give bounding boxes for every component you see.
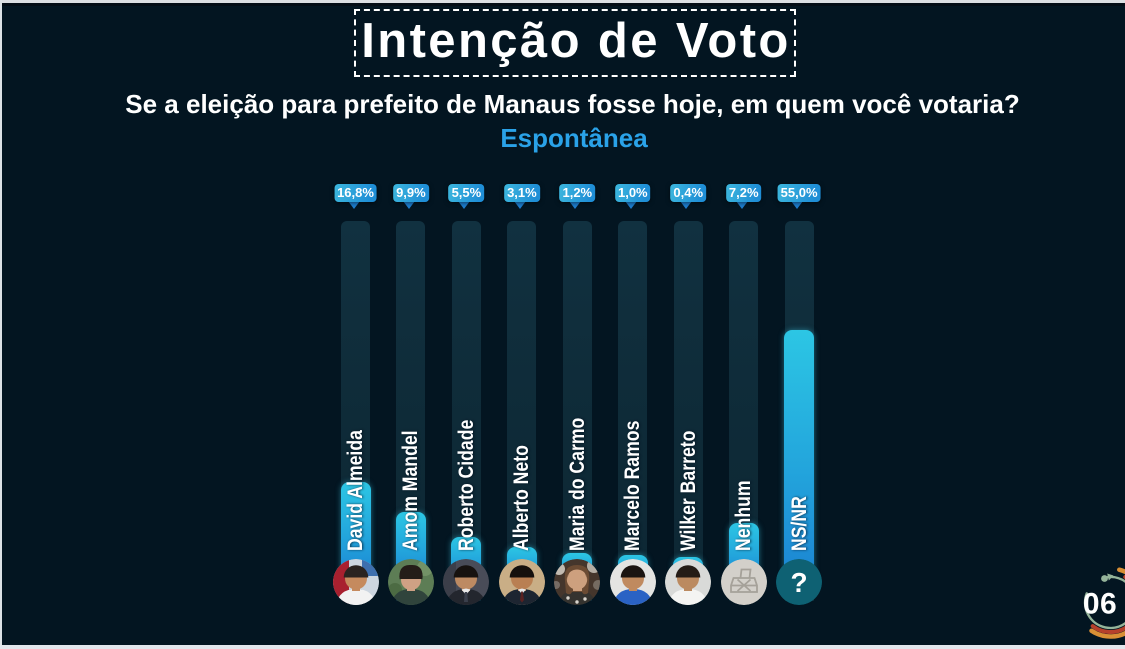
svg-text:06: 06 [1083, 588, 1117, 621]
svg-text:?: ? [791, 567, 808, 598]
